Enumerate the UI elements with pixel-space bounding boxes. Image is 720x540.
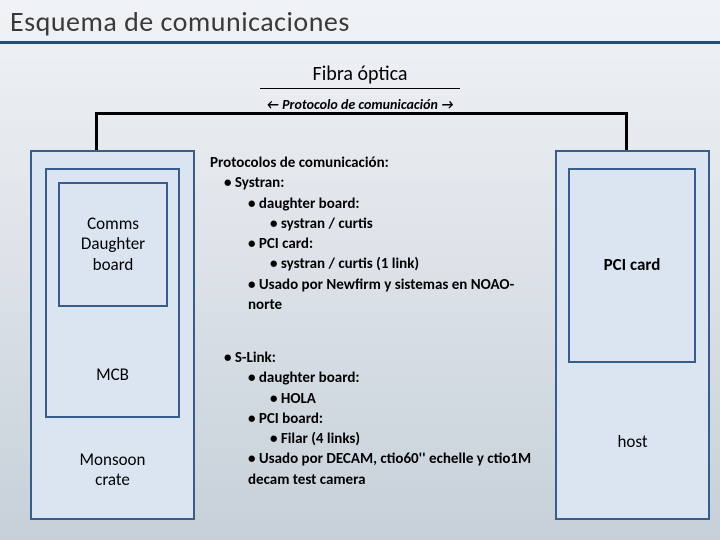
title-bar: Esquema de comunicaciones bbox=[0, 0, 720, 44]
protocol-text-slink: • S-Link:• daughter board:• HOLA• PCI bo… bbox=[210, 348, 540, 490]
protocol-arrow-label: ← Protocolo de comunicación → bbox=[240, 96, 480, 113]
fiber-underline bbox=[260, 88, 460, 89]
page-title: Esquema de comunicaciones bbox=[10, 4, 710, 39]
connector-top bbox=[95, 112, 625, 115]
mcb-label: MCB bbox=[96, 365, 129, 385]
pci-card-label: PCI card bbox=[604, 255, 661, 275]
fiber-label: Fibra óptica bbox=[300, 62, 420, 86]
comms-daughter-box: Comms Daughter board bbox=[58, 182, 168, 307]
monsoon-crate-label: Monsoon crate bbox=[80, 450, 146, 491]
protocol-text-systran: Protocolos de comunicación:• Systran:• d… bbox=[210, 153, 540, 315]
comms-daughter-label: Comms Daughter board bbox=[81, 214, 145, 275]
pci-card-box: PCI card bbox=[568, 168, 696, 363]
host-label: host bbox=[617, 432, 647, 452]
